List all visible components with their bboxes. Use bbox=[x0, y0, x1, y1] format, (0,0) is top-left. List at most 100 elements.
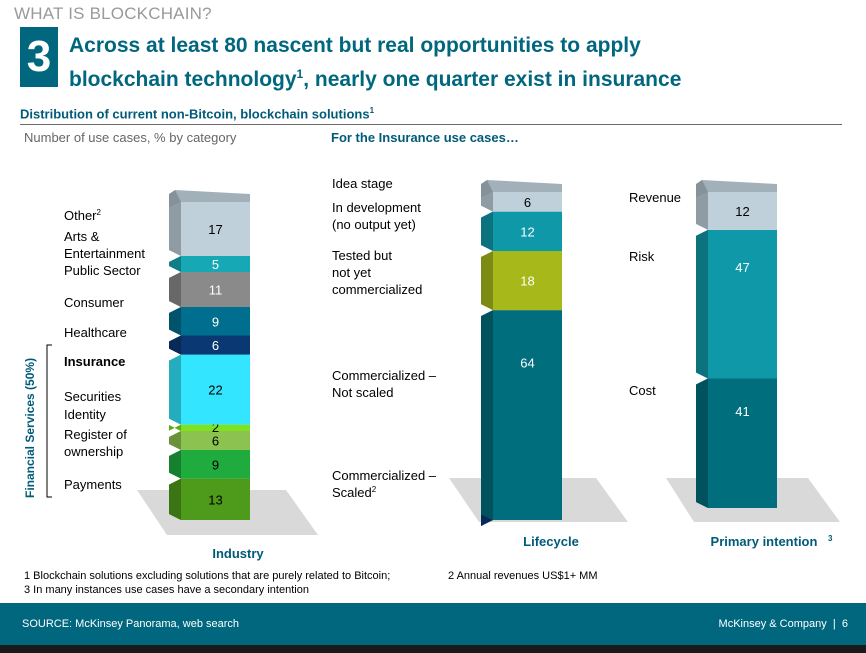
chart-0-label-7-line-0: Identity bbox=[64, 407, 106, 422]
chart-0-bevel-7 bbox=[169, 271, 181, 307]
section-kicker: WHAT IS BLOCKCHAIN? bbox=[14, 4, 212, 23]
bottom-strip bbox=[0, 645, 866, 653]
chart-0-bevel-2 bbox=[169, 430, 181, 451]
title-footnote-ref: 1 bbox=[296, 67, 304, 81]
chart-2-title-sup: 3 bbox=[828, 534, 833, 543]
footer-source: SOURCE: McKinsey Panorama, web search bbox=[22, 618, 240, 630]
title-line-2: blockchain technology1, nearly one quart… bbox=[69, 60, 829, 94]
chart-1-bar-1 bbox=[481, 310, 562, 520]
chart-0-top-cap bbox=[169, 190, 250, 208]
chart-0-value-6: 9 bbox=[212, 314, 219, 329]
chart-subtitle: Distribution of current non-Bitcoin, blo… bbox=[20, 106, 374, 121]
chart-1-value-3: 12 bbox=[520, 224, 534, 239]
chart-2-top-cap bbox=[696, 180, 777, 198]
chart-1-bevel-1 bbox=[481, 310, 493, 520]
chart-1-label-3-line-0: Commercialized – bbox=[332, 368, 437, 383]
financial-services-bracket bbox=[46, 344, 52, 498]
chart-1-label-4-sup: 2 bbox=[372, 485, 377, 494]
chart-2-value-2: 12 bbox=[735, 204, 749, 219]
chart-0-bar-4 bbox=[169, 354, 250, 425]
footer-separator: | bbox=[832, 618, 836, 630]
chart-0-value-1: 9 bbox=[212, 457, 219, 472]
chart-1-label-1-line-0: In development bbox=[332, 200, 421, 215]
chart-0-bevel-9 bbox=[169, 202, 181, 257]
chart-0-label-0-line-0: Other2 bbox=[64, 208, 102, 223]
chart-1-label-3-line-1: Not scaled bbox=[332, 385, 393, 400]
right-caption: For the Insurance use cases… bbox=[331, 130, 519, 145]
chart-0-bevel-5 bbox=[169, 335, 181, 355]
chart-1-label-1-line-1: (no output yet) bbox=[332, 217, 416, 232]
chart-0-label-8-line-1: ownership bbox=[64, 444, 123, 459]
chart-0-bar-0 bbox=[169, 478, 250, 520]
chart-1-label-2-line-2: commercialized bbox=[332, 282, 422, 297]
chart-1-bevel-3 bbox=[481, 211, 493, 252]
chart-1-bar-2 bbox=[481, 251, 562, 311]
chart-0-bar-6 bbox=[169, 306, 250, 336]
footer-page-number: 6 bbox=[841, 618, 848, 630]
chart-0-value-5: 6 bbox=[212, 338, 219, 353]
chart-0-bevel-1 bbox=[169, 450, 181, 479]
financial-services-label: Financial Services (50%) bbox=[23, 358, 37, 498]
chart-1-value-1: 64 bbox=[520, 356, 534, 371]
chart-0-bevel-6 bbox=[169, 306, 181, 336]
chart-0-bevel-4 bbox=[169, 354, 181, 425]
slide-title: Across at least 80 nascent but real oppo… bbox=[69, 32, 829, 94]
chart-1-bevel-2 bbox=[481, 251, 493, 311]
chart-0-bar-9 bbox=[169, 202, 250, 257]
footnote-2: 2 Annual revenues US$1+ MM bbox=[448, 570, 598, 582]
chart-2-bar-1 bbox=[696, 229, 777, 379]
footnote-1: 1 Blockchain solutions excluding solutio… bbox=[24, 570, 391, 582]
chart-0-bar-8 bbox=[169, 256, 250, 272]
footer-bar: SOURCE: McKinsey Panorama, web search Mc… bbox=[0, 603, 866, 645]
chart-0-value-9: 17 bbox=[208, 222, 222, 237]
chart-1-bar-4 bbox=[481, 192, 562, 212]
chart-0-title: Industry bbox=[212, 546, 264, 561]
chart-0-label-6-line-0: Securities bbox=[64, 389, 122, 404]
chart-2-label-1-line-0: Risk bbox=[629, 249, 655, 264]
chart-0-bar-3 bbox=[169, 424, 250, 431]
chart-2-value-1: 47 bbox=[735, 260, 749, 275]
chart-1-label-2-line-1: not yet bbox=[332, 265, 371, 280]
chart-0-value-0: 13 bbox=[208, 492, 222, 507]
chart-1-label-0-line-0: Idea stage bbox=[332, 176, 393, 191]
chart-0-value-2: 6 bbox=[212, 434, 219, 449]
chart-1-title: Lifecycle bbox=[523, 534, 579, 549]
chart-2-top-corner bbox=[696, 180, 708, 198]
chart-0-bar-1 bbox=[169, 450, 250, 479]
chart-2-bevel-2 bbox=[696, 192, 708, 230]
chart-1-bar-3 bbox=[481, 211, 562, 252]
subtitle-divider bbox=[20, 124, 842, 125]
chart-1-label-2-line-0: Tested but bbox=[332, 248, 392, 263]
chart-2-bar-0 bbox=[696, 378, 777, 508]
chart-1-label-4-line-0: Commercialized – bbox=[332, 468, 437, 483]
chart-1-bevel-0 bbox=[481, 514, 493, 526]
chart-1-label-4-line-1: Scaled2 bbox=[332, 485, 377, 500]
chart-0-label-8-line-0: Register of bbox=[64, 427, 127, 442]
chart-0-value-3: 2 bbox=[212, 420, 219, 435]
chart-1-value-4: 6 bbox=[524, 195, 531, 210]
chart-1-value-2: 18 bbox=[520, 274, 534, 289]
footer-brand: McKinsey & Company bbox=[718, 618, 827, 630]
chart-0-label-0-sup: 2 bbox=[97, 208, 102, 217]
chart-0-bevel-8 bbox=[169, 256, 181, 272]
subtitle-footnote-ref: 1 bbox=[369, 106, 375, 115]
subtitle-text: Distribution of current non-Bitcoin, blo… bbox=[20, 106, 370, 122]
chart-2-title: Primary intention bbox=[711, 534, 818, 549]
title-line-2-post: , nearly one quarter exist in insurance bbox=[303, 68, 682, 91]
chart-0-label-2-line-0: Public Sector bbox=[64, 263, 141, 278]
slide-number-badge: 3 bbox=[20, 27, 58, 87]
chart-0-label-3-line-0: Consumer bbox=[64, 295, 125, 310]
chart-0-value-4: 22 bbox=[208, 383, 222, 398]
chart-0-label-5-line-0: Insurance bbox=[64, 354, 125, 369]
chart-1-top-corner bbox=[481, 180, 493, 198]
chart-0-bar-5 bbox=[169, 335, 250, 355]
chart-2-bevel-0 bbox=[696, 378, 708, 508]
chart-2-bevel-1 bbox=[696, 229, 708, 379]
title-line-2-pre: blockchain technology bbox=[69, 68, 297, 91]
chart-0-value-7: 11 bbox=[209, 282, 223, 297]
chart-0-value-8: 5 bbox=[212, 257, 219, 272]
chart-1-bevel-4 bbox=[481, 192, 493, 212]
chart-2-label-0-line-0: Revenue bbox=[629, 190, 681, 205]
